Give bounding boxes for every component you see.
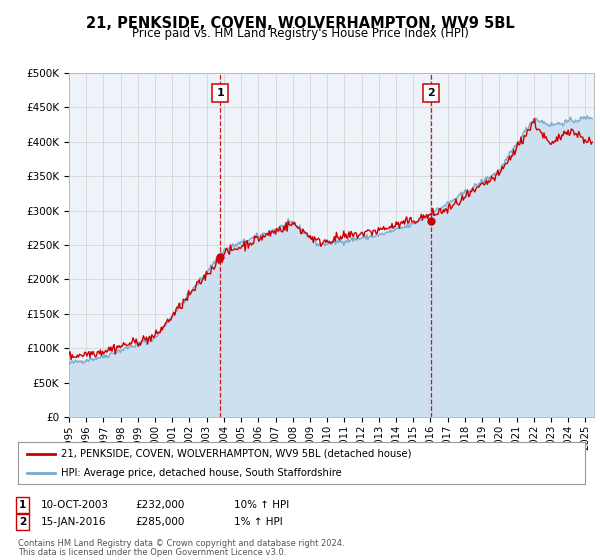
Text: 1: 1 — [19, 500, 26, 510]
Text: This data is licensed under the Open Government Licence v3.0.: This data is licensed under the Open Gov… — [18, 548, 286, 557]
Text: 1% ↑ HPI: 1% ↑ HPI — [234, 517, 283, 527]
Text: 21, PENKSIDE, COVEN, WOLVERHAMPTON, WV9 5BL (detached house): 21, PENKSIDE, COVEN, WOLVERHAMPTON, WV9 … — [61, 449, 411, 459]
Text: 1: 1 — [216, 88, 224, 98]
Text: Contains HM Land Registry data © Crown copyright and database right 2024.: Contains HM Land Registry data © Crown c… — [18, 539, 344, 548]
Text: £232,000: £232,000 — [135, 500, 184, 510]
Text: 15-JAN-2016: 15-JAN-2016 — [41, 517, 106, 527]
Text: 10-OCT-2003: 10-OCT-2003 — [41, 500, 109, 510]
Text: £285,000: £285,000 — [135, 517, 184, 527]
Text: 2: 2 — [19, 517, 26, 527]
Text: HPI: Average price, detached house, South Staffordshire: HPI: Average price, detached house, Sout… — [61, 468, 341, 478]
Text: Price paid vs. HM Land Registry's House Price Index (HPI): Price paid vs. HM Land Registry's House … — [131, 27, 469, 40]
Text: 10% ↑ HPI: 10% ↑ HPI — [234, 500, 289, 510]
Text: 21, PENKSIDE, COVEN, WOLVERHAMPTON, WV9 5BL: 21, PENKSIDE, COVEN, WOLVERHAMPTON, WV9 … — [86, 16, 514, 31]
Text: 2: 2 — [427, 88, 435, 98]
